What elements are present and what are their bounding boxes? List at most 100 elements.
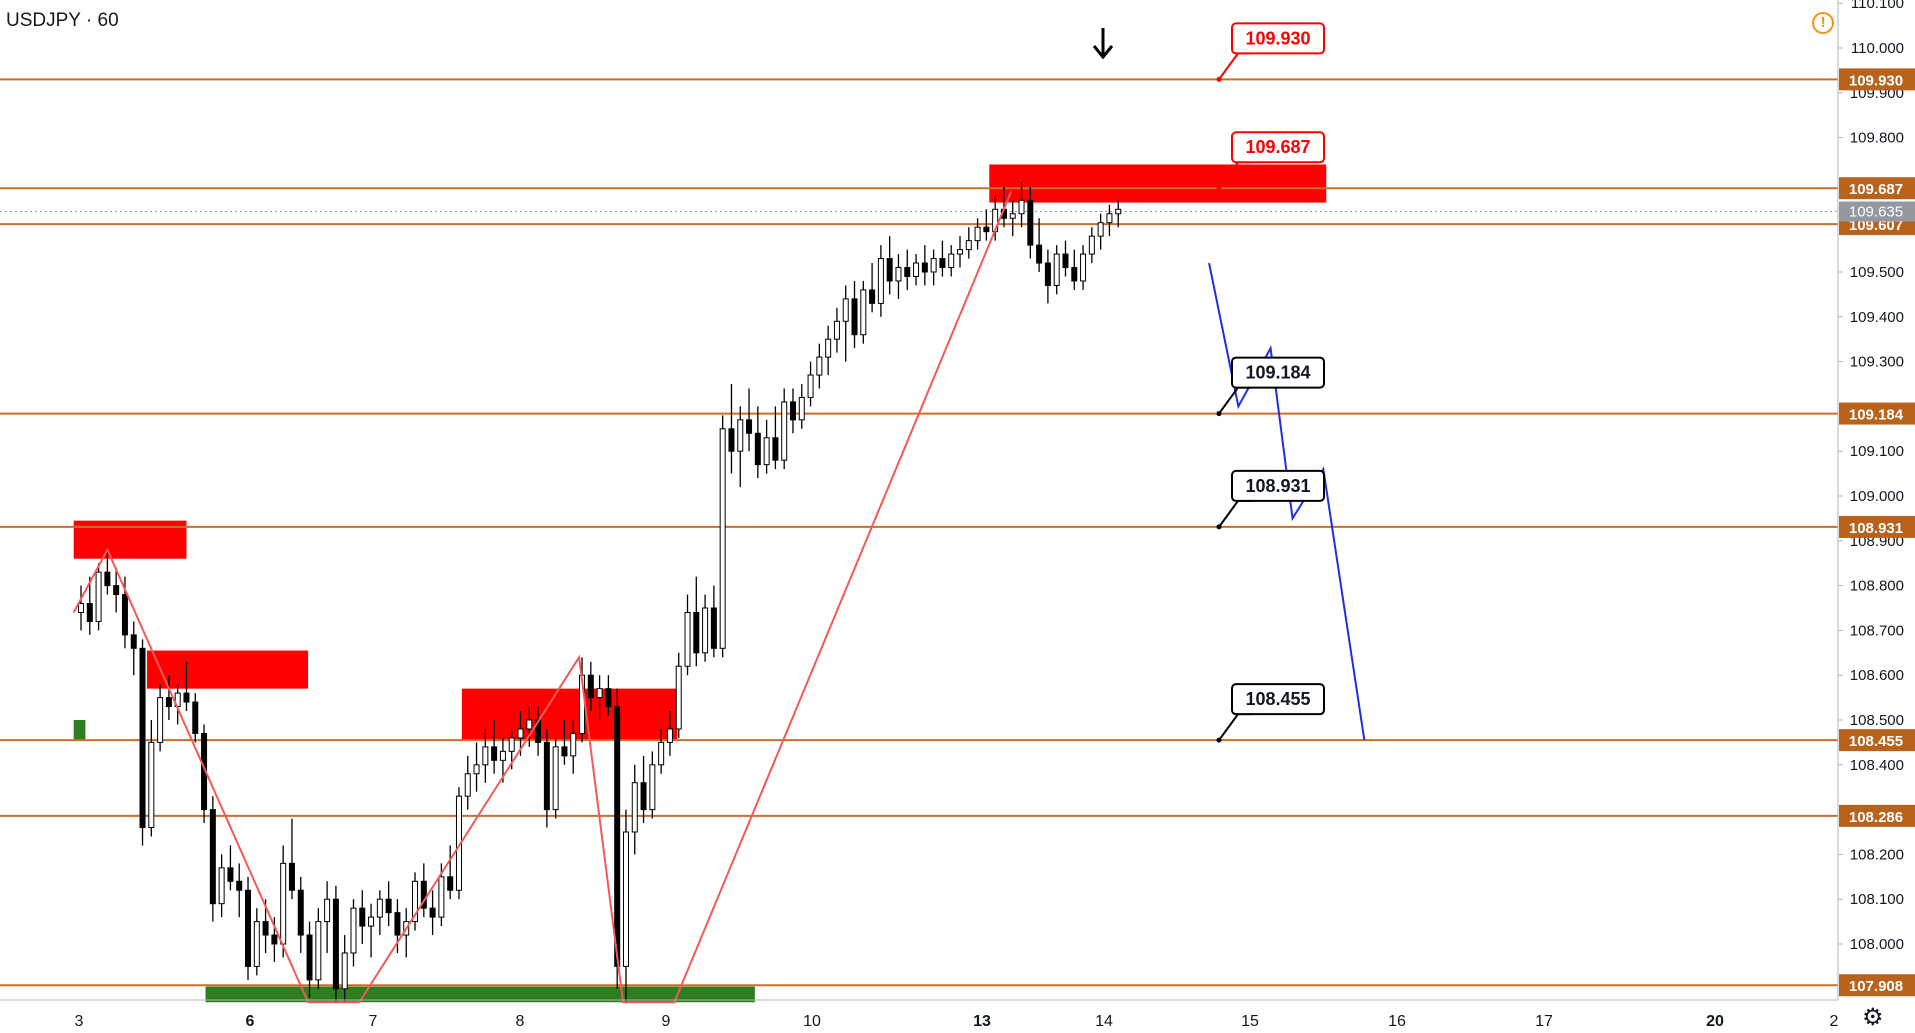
level-badge-label: 108.286 (1849, 809, 1903, 826)
candle-body (280, 862, 287, 945)
candle-body (957, 249, 963, 255)
price-tick-label: 108.600 (1850, 667, 1904, 684)
candle-body (587, 674, 594, 699)
candle-body (570, 732, 577, 757)
time-tick-label: 2 (1830, 1013, 1839, 1030)
zone-green (73, 720, 86, 741)
time-axis[interactable]: 3 6 7 8 9 10 13 14 15 16 17 20 2 (75, 1013, 1839, 1030)
candle-body (631, 782, 638, 833)
zone-red (461, 688, 678, 741)
candle-body (1009, 213, 1016, 219)
callout-anchor (1216, 76, 1222, 82)
candle-body (526, 719, 533, 730)
candle-body (113, 585, 120, 596)
symbol-label: USDJPY · 60 (6, 10, 119, 31)
callout-box (1231, 469, 1325, 502)
candle-body (209, 809, 216, 905)
time-tick-label: 9 (662, 1013, 671, 1030)
gear-icon[interactable]: ⚙ (1862, 1003, 1884, 1031)
candle-body (324, 898, 331, 923)
candle-body (561, 746, 568, 757)
candle-body (1027, 199, 1034, 246)
candle-body (948, 253, 955, 269)
candle-body (728, 428, 735, 452)
candle-body (869, 289, 876, 304)
candle-body (438, 876, 445, 918)
callouts-layer: 109.930 109.687 109.184 108.931 108.455 (1216, 22, 1325, 743)
candle-body (473, 764, 480, 775)
candle-body (245, 889, 252, 967)
price-tick-label: 110.100 (1851, 0, 1904, 12)
level-badge-label: 107.908 (1849, 978, 1903, 995)
candle-body (271, 934, 278, 945)
candle-body (183, 692, 190, 703)
candle-body (95, 571, 102, 622)
time-tick-label: 6 (246, 1013, 255, 1030)
time-tick-label: 10 (803, 1013, 821, 1030)
candle-body (429, 907, 436, 918)
time-tick-label: 3 (75, 1013, 84, 1030)
candle-body (332, 898, 339, 990)
candle-body (1044, 262, 1051, 286)
zigzag-layer (72, 190, 1013, 1004)
candle-body (350, 907, 357, 954)
candle-body (192, 701, 199, 734)
candle-body (833, 320, 840, 340)
price-axis[interactable]: 110.100110.000109.900109.800109.500109.4… (1838, 0, 1915, 997)
candle-body (781, 401, 788, 461)
candle-body (877, 258, 884, 304)
candle-body (78, 603, 84, 613)
candle-body (710, 607, 717, 649)
level-badge (1839, 177, 1915, 200)
candle-body (719, 428, 726, 649)
candle-body (491, 746, 498, 761)
price-tick-label: 109.300 (1850, 354, 1904, 371)
candle-body (368, 916, 375, 927)
price-tick-label: 109.500 (1850, 264, 1904, 281)
candle-body (543, 741, 550, 811)
callout-box (1231, 22, 1325, 55)
time-tick-label: 13 (973, 1013, 991, 1030)
price-tick-label: 108.800 (1850, 578, 1904, 595)
callout-label: 109.930 (1245, 28, 1310, 48)
price-tick-label: 108.700 (1850, 622, 1904, 639)
candle-body (1106, 213, 1113, 224)
candle-body (737, 419, 744, 452)
callout-box (1231, 683, 1325, 716)
candle-body (165, 697, 172, 708)
candle-body (104, 571, 111, 587)
candle-body (842, 298, 849, 322)
candle-body (605, 688, 612, 708)
candle-body (1018, 199, 1025, 215)
candle-body (886, 258, 893, 282)
candle-body (376, 898, 383, 918)
zone-red (146, 650, 309, 689)
price-tick-label: 108.200 (1850, 846, 1904, 863)
candle-body (227, 867, 234, 882)
warning-icon[interactable]: ! (1812, 12, 1834, 34)
time-tick-label: 17 (1535, 1013, 1553, 1030)
candle-body (447, 876, 454, 891)
callout-box (1231, 131, 1325, 164)
candle-body (1062, 253, 1069, 269)
level-badge-label: 109.184 (1849, 407, 1904, 424)
down-arrow-icon (1092, 28, 1114, 60)
candle-body (517, 728, 524, 739)
callout-label: 108.931 (1245, 476, 1310, 496)
candle-body (1088, 235, 1095, 255)
candle-body (904, 267, 911, 277)
time-tick-label: 15 (1241, 1013, 1259, 1030)
candle-body (218, 867, 225, 905)
candles-layer (78, 182, 1122, 1003)
candle-body (913, 262, 920, 277)
candle-body (640, 782, 647, 811)
price-tick-label: 109.100 (1850, 443, 1904, 460)
candle-body (763, 437, 770, 466)
zone-green (205, 986, 755, 1003)
callout-anchor (1216, 524, 1222, 530)
level-badge-label: 108.455 (1849, 733, 1903, 750)
level-badge-label: 109.930 (1849, 72, 1903, 89)
callout-label: 108.455 (1245, 689, 1310, 709)
candle-body (816, 356, 823, 376)
